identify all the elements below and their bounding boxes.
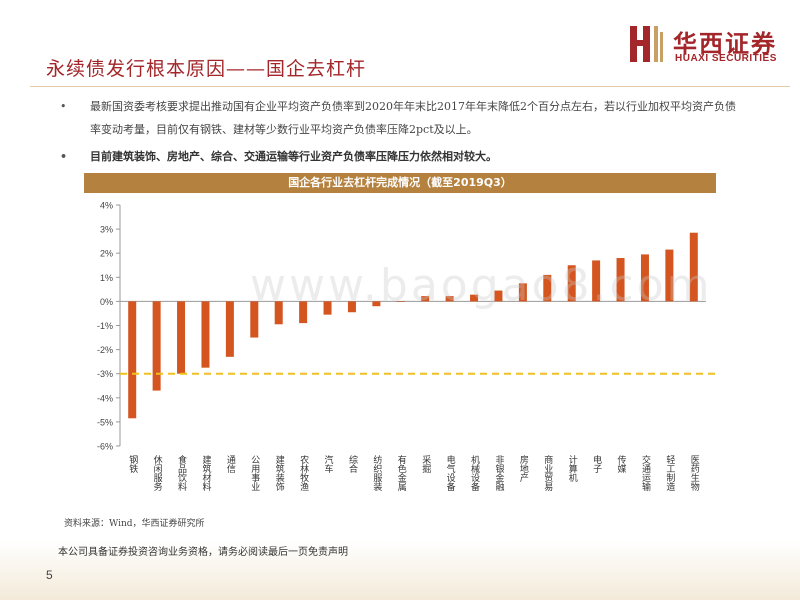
bullet-item-deleveraging-target: • 最新国资委考核要求提出推动国有企业平均资产负债率到2020年年末比2017年…: [46, 95, 736, 141]
category-label: 轻工制造: [664, 454, 675, 492]
bullet-marker: •: [60, 100, 67, 113]
bar-17: [518, 283, 527, 302]
bar-1: [128, 301, 137, 419]
y-tick-label: -4%: [97, 393, 113, 403]
logo-name-en: HUAXI SECURITIES: [675, 53, 777, 64]
bar-7: [274, 301, 283, 325]
category-label: 采掘: [420, 455, 431, 474]
category-label: 通信: [225, 455, 236, 474]
category-label: 传媒: [616, 454, 627, 474]
bar-20: [592, 260, 601, 302]
company-logo: 华西证券 HUAXI SECURITIES: [627, 22, 787, 68]
category-label: 机械设备: [469, 454, 480, 491]
bar-9: [323, 301, 332, 315]
disclaimer: 本公司具备证券投资咨询业务资格，请务必阅读最后一页免责声明: [58, 547, 348, 558]
logo-name-cn: 华西证券: [673, 30, 777, 58]
y-tick-label: 0%: [100, 297, 113, 307]
bullet-marker: •: [60, 150, 68, 163]
category-label: 钢铁: [127, 454, 138, 474]
bar-10: [347, 301, 356, 313]
category-label: 公用事业: [249, 455, 260, 491]
header-divider: [30, 86, 790, 87]
bottom-gradient: [0, 540, 800, 600]
bar-23: [665, 249, 674, 302]
category-label: 农林牧渔: [298, 454, 309, 491]
category-label: 食品饮料: [176, 454, 187, 492]
bar-8: [299, 301, 308, 324]
bar-21: [616, 258, 625, 302]
bar-3: [177, 301, 186, 374]
bar-11: [372, 301, 381, 307]
category-label: 休闲服务: [152, 454, 163, 492]
y-tick-label: 3%: [100, 225, 113, 235]
category-label: 建筑装饰: [274, 454, 285, 492]
bullet-item-pressure-industries: • 目前建筑装饰、房地产、综合、交通运输等行业资产负债率压降压力依然相对较大。: [46, 145, 736, 168]
page-title: 永续债发行根本原因——国企去杠杆: [46, 58, 367, 80]
bullet-text: 最新国资委考核要求提出推动国有企业平均资产负债率到2020年年末比2017年年末…: [90, 100, 736, 136]
bar-2: [152, 301, 161, 391]
category-label: 非银金融: [493, 454, 504, 492]
category-label: 医药生物: [689, 455, 700, 492]
category-label: 纺织服装: [371, 454, 382, 492]
bar-24: [689, 232, 698, 302]
category-label: 计算机: [567, 454, 578, 483]
y-tick-label: -2%: [97, 345, 113, 355]
bar-14: [445, 296, 454, 302]
y-tick-label: 4%: [100, 201, 113, 211]
bar-13: [421, 296, 430, 302]
category-label: 电子: [591, 454, 602, 473]
bar-15: [470, 294, 479, 302]
category-label: 房地产: [518, 454, 529, 483]
bar-5: [225, 301, 234, 357]
page-number: 5: [46, 568, 53, 582]
bullet-text: 目前建筑装饰、房地产、综合、交通运输等行业资产负债率压降压力依然相对较大。: [90, 150, 497, 163]
y-tick-label: 1%: [100, 273, 113, 283]
y-tick-label: -5%: [97, 417, 113, 427]
y-tick-label: -3%: [97, 369, 113, 379]
y-tick-label: -1%: [97, 321, 113, 331]
bullet-list: • 最新国资委考核要求提出推动国有企业平均资产负债率到2020年年末比2017年…: [46, 95, 736, 172]
bar-19: [567, 265, 576, 302]
bar-6: [250, 301, 259, 338]
bar-22: [640, 254, 649, 302]
category-label: 交通运输: [640, 454, 651, 492]
category-label: 电气设备: [445, 454, 456, 491]
category-label: 商业贸易: [542, 454, 553, 492]
bar-18: [543, 274, 552, 302]
y-tick-label: -6%: [97, 442, 113, 452]
bar-4: [201, 301, 210, 368]
watermark: www.baogao8.com: [250, 260, 713, 311]
category-label: 有色金属: [396, 454, 407, 492]
category-label: 建筑材料: [200, 454, 211, 492]
category-label: 汽车: [323, 454, 334, 474]
category-label: 综合: [347, 454, 358, 474]
bar-12: [396, 301, 405, 302]
huaxi-logo-icon: [630, 26, 663, 62]
y-tick-label: 2%: [100, 249, 113, 259]
chart-source: 资料来源：Wind，华西证券研究所: [64, 519, 205, 529]
bar-16: [494, 290, 503, 302]
chart-title-banner: 国企各行业去杠杆完成情况（截至2019Q3）: [84, 173, 716, 193]
